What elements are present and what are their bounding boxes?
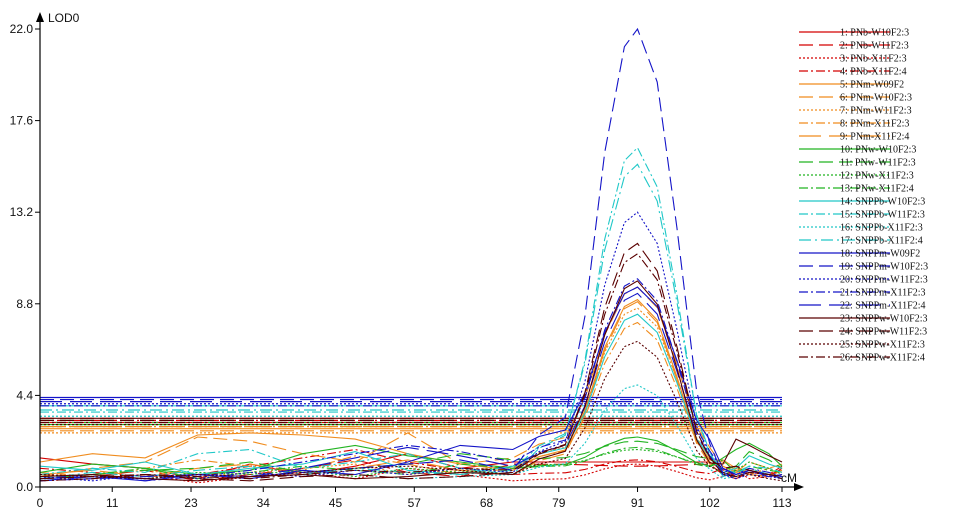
x-tick-label: 34 [257,496,271,510]
legend-label: 11: PNw-W11F2:3 [840,158,916,169]
y-axis-title: LOD0 [48,11,80,25]
y-ticks: 0.0 4.4 8.8 13.2 17.6 22.0 [10,22,40,494]
legend-label: 23: SNPPw-W10F2:3 [840,314,928,325]
x-tick-label: 102 [700,496,720,510]
series-line [39,278,783,482]
x-tick-label: 91 [631,496,645,510]
x-axis-title: cM [781,471,797,485]
series-line [39,163,783,480]
legend-label: 13: PNw-X11F2:4 [840,184,914,195]
y-tick-label: 22.0 [10,22,34,36]
legend-label: 4: PNb-X11F2:4 [840,67,907,78]
legend-label: 8: PNm-X11F2:3 [840,119,909,130]
series-line [39,321,783,478]
legend-label: 21: SNPPm-X11F2:3 [840,288,925,299]
legend-label: 3: PNb-X11F2:3 [840,54,907,65]
axes: LOD0 cM [36,11,804,491]
series-lines [39,27,783,484]
series-line [39,286,783,482]
x-axis-arrow [794,483,804,491]
legend-label: 10: PNw-W10F2:3 [840,145,916,156]
legend-label: 5: PNm-W09F2 [840,80,904,91]
series-line [39,307,783,480]
legend-label: 24: SNPPw-W11F2:3 [840,327,927,338]
series-line [39,440,783,480]
series-line [39,446,783,480]
series-line [39,27,783,482]
x-tick-label: 68 [480,496,494,510]
y-tick-label: 17.6 [10,114,34,128]
y-tick-label: 8.8 [16,297,33,311]
x-tick-label: 23 [184,496,198,510]
legend-label: 20: SNPPm-W11F2:3 [840,275,928,286]
x-ticks: 0 11 23 34 45 57 68 79 91 102 113 [37,487,792,510]
x-tick-label: 113 [772,496,791,510]
threshold-lines [40,396,782,434]
y-tick-label: 0.0 [16,480,33,494]
series-line [39,146,783,476]
legend-label: 1: PNb-W10F2:3 [840,28,909,39]
series-line [39,463,783,484]
series-line [39,313,783,476]
series-line [39,340,783,482]
legend-label: 15: SNPPb-W11F2:3 [840,210,925,221]
legend-label: 26: SNPPw-X11F2:4 [840,353,925,364]
series-line [39,286,783,478]
series-line [39,253,783,482]
legend-label: 7: PNm-W11F2:3 [840,106,912,117]
legend-label: 12: PNw-X11F2:3 [840,171,914,182]
legend-label: 17: SNPPb-X11F2:4 [840,236,923,247]
y-tick-label: 13.2 [10,205,34,219]
legend-label: 9: PNm-X11F2:4 [840,132,909,143]
series-line [39,280,783,482]
legend-label: 22: SNPPm-X11F2:4 [840,301,925,312]
legend-label: 19: SNPPm-W10F2:3 [840,262,928,273]
legend-label: 6: PNm-W10F2:3 [840,93,912,104]
legend-label: 18: SNPPm-W09F2 [840,249,920,260]
x-tick-label: 57 [408,496,422,510]
legend-label: 25: SNPPw-X11F2:3 [840,340,925,351]
x-tick-label: 79 [552,496,566,510]
legend-label: 16: SNPPb-X11F2:3 [840,223,923,234]
legend: 1: PNb-W10F2:3 2: PNb-W11F2:3 3: PNb-X11F2… [799,28,928,364]
x-tick-label: 0 [37,496,44,510]
y-axis-arrow [36,12,44,22]
x-tick-label: 45 [329,496,343,510]
x-tick-label: 11 [106,496,119,510]
legend-label: 14: SNPPb-W10F2:3 [840,197,925,208]
legend-label: 2: PNb-W11F2:3 [840,41,909,52]
y-tick-label: 4.4 [16,388,33,402]
series-line [39,242,783,482]
